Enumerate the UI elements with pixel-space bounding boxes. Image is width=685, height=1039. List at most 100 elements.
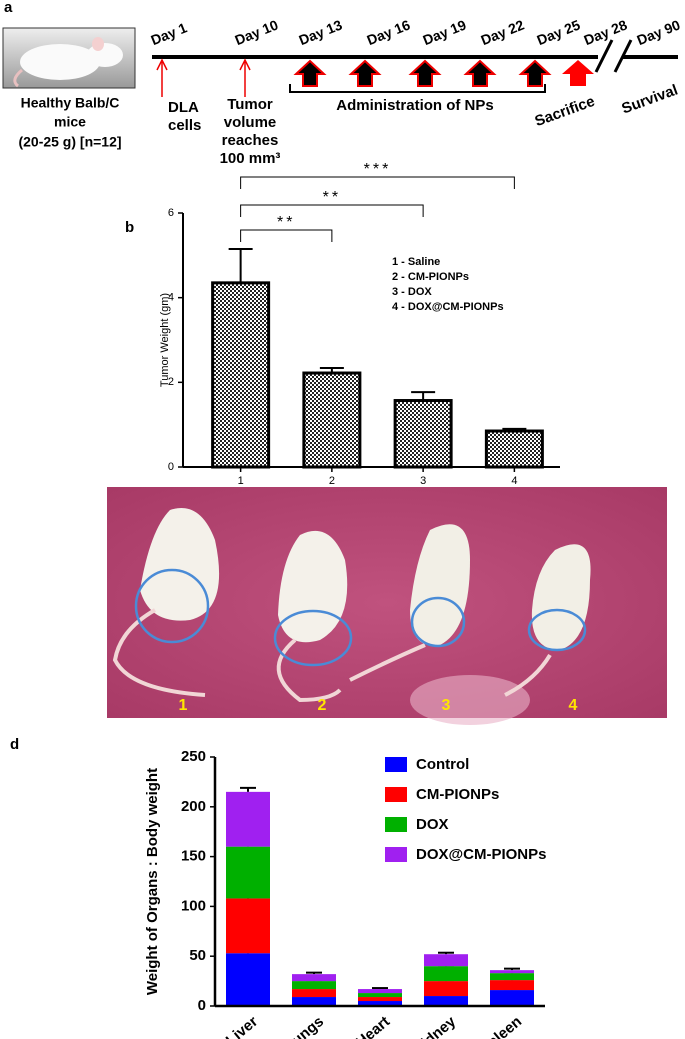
bar-segment	[292, 974, 336, 982]
bar-segment	[424, 996, 468, 1006]
tumor-label: reaches	[222, 132, 279, 149]
tumor-label: Tumor	[227, 96, 273, 113]
legend-label: DOX	[416, 816, 449, 833]
x-tick-label: Liver	[223, 1013, 262, 1039]
mouse-caption: mice	[54, 114, 86, 130]
bar-segment	[490, 973, 534, 981]
legend-label: DOX@CM-PIONPs	[416, 846, 546, 863]
error-bar	[228, 247, 253, 283]
tumor-label: volume	[224, 114, 277, 131]
y-tick-label: 150	[181, 848, 206, 865]
day-label: Day 13	[297, 16, 345, 48]
mice-photo	[107, 487, 667, 725]
mouse-number: 2	[318, 697, 327, 714]
y-tick-label: 4	[168, 292, 174, 304]
bar-segment	[490, 980, 534, 991]
error-bar	[438, 951, 454, 955]
panel-label: b	[125, 219, 134, 236]
dose-arrow	[463, 59, 497, 87]
error-bar	[504, 967, 520, 971]
x-tick-label: 2	[329, 475, 335, 487]
day-label: Day 10	[233, 16, 281, 48]
dla-label: DLA	[168, 99, 199, 116]
bar-segment	[226, 791, 270, 847]
panel-label: d	[10, 736, 19, 753]
significance-bracket	[240, 204, 424, 217]
y-axis-label: Weight of Organs : Body weight	[144, 768, 161, 995]
day-label: Day 28	[582, 16, 630, 48]
bar-segment	[292, 989, 336, 998]
dose-arrow	[293, 59, 327, 87]
significance-label: **	[277, 214, 295, 231]
x-tick-label: Spleen	[477, 1013, 526, 1039]
mouse-photo	[2, 27, 136, 89]
x-tick-label: Lungs	[282, 1013, 327, 1039]
bar-segment	[424, 966, 468, 982]
arrows	[156, 58, 594, 97]
legend-swatch	[385, 787, 407, 802]
bar-segment	[424, 954, 468, 967]
survival-label: Survival	[619, 82, 680, 118]
bar-segment	[292, 997, 336, 1006]
y-tick-label: 50	[189, 947, 206, 964]
bar-segment	[226, 846, 270, 899]
dla-label: cells	[168, 117, 201, 134]
bar-segment	[358, 993, 402, 998]
bar	[393, 399, 453, 469]
bar	[302, 371, 362, 469]
panel-label: a	[4, 0, 13, 16]
y-tick-label: 100	[181, 897, 206, 914]
x-tick-label: Heart	[353, 1013, 393, 1039]
bar-segment	[292, 981, 336, 990]
y-tick-label: 2	[168, 376, 174, 388]
error-bar	[372, 987, 388, 990]
y-tick-label: 0	[168, 461, 174, 473]
y-tick-label: 200	[181, 798, 206, 815]
significance-bracket	[240, 229, 333, 242]
dose-arrow	[348, 59, 382, 87]
bar	[211, 281, 271, 469]
error-bar	[240, 786, 256, 792]
day-label: Day 19	[421, 16, 469, 48]
administration-label: Administration of NPs	[336, 97, 494, 114]
bar-segment	[424, 981, 468, 997]
y-axis-label: Tumor Weight (gm)	[159, 293, 171, 387]
mouse-number: 4	[569, 697, 578, 714]
bar-segment	[226, 953, 270, 1006]
legend-text: 2 - CM-PIONPs	[392, 271, 469, 283]
day-label: Day 16	[365, 16, 413, 48]
legend-swatch	[385, 757, 407, 772]
y-tick-label: 6	[168, 207, 174, 219]
mouse-caption: Healthy Balb/C	[21, 95, 120, 111]
legend-label: Control	[416, 756, 469, 773]
day-label: Day 25	[535, 16, 583, 48]
legend-text: 4 - DOX@CM-PIONPs	[392, 301, 504, 313]
bar-segment	[358, 989, 402, 994]
y-tick-label: 250	[181, 748, 206, 765]
bar	[484, 429, 544, 469]
bar-segment	[226, 898, 270, 954]
legend-swatch	[385, 817, 407, 832]
legend-swatch	[385, 847, 407, 862]
x-tick-label: 1	[238, 475, 244, 487]
legend-text: 3 - DOX	[392, 286, 432, 298]
significance-label: ***	[364, 161, 392, 178]
tumor-label: 100 mm³	[220, 150, 281, 167]
day-label: Day 1	[149, 19, 190, 48]
mouse-number: 3	[442, 697, 451, 714]
x-tick-label: Kidney	[410, 1013, 460, 1039]
x-tick-label: 4	[511, 475, 517, 487]
legend-label: CM-PIONPs	[416, 786, 499, 803]
timeline-line	[152, 39, 678, 73]
day-label: Day 90	[635, 16, 683, 48]
legend-text: 1 - Saline	[392, 256, 440, 268]
mouse-number: 1	[179, 697, 188, 714]
bar-segment	[358, 997, 402, 1002]
y-tick-label: 0	[198, 997, 206, 1014]
sacrifice-label: Sacrifice	[533, 93, 598, 130]
significance-bracket	[240, 176, 515, 189]
bar-segment	[490, 970, 534, 974]
day-label: Day 22	[479, 16, 527, 48]
bar-segment	[358, 1001, 402, 1006]
